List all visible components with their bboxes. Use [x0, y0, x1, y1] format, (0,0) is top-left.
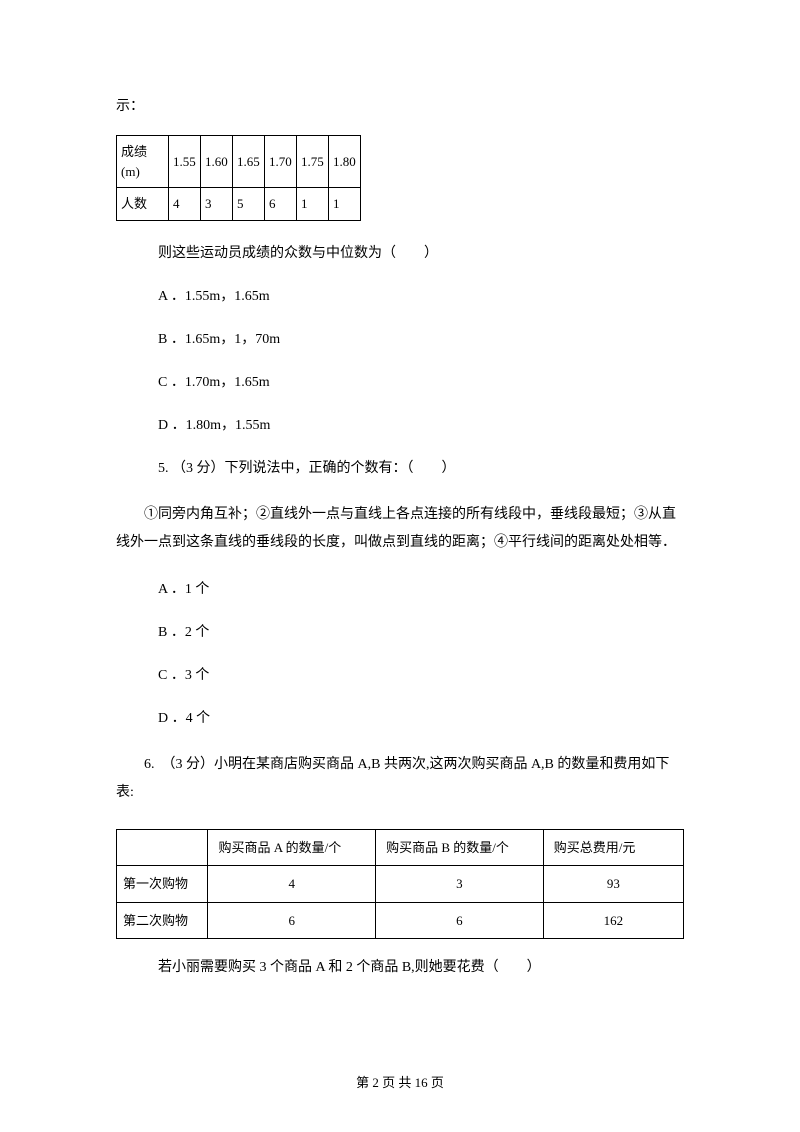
option-b: B ．1.65m，1，70m — [116, 329, 684, 350]
cell: 6 — [208, 902, 376, 939]
question-5-stem: 5. （3 分）下列说法中，正确的个数有：（ ） — [116, 458, 684, 479]
table-row: 成绩(m) 1.55 1.60 1.65 1.70 1.75 1.80 — [117, 136, 361, 188]
table-row: 第一次购物 4 3 93 — [117, 866, 684, 903]
cell: 5 — [233, 188, 265, 221]
cell: 3 — [376, 866, 544, 903]
option-c: C ．1.70m，1.65m — [116, 372, 684, 393]
table-row: 购买商品 A 的数量/个 购买商品 B 的数量/个 购买总费用/元 — [117, 829, 684, 866]
cell: 第一次购物 — [117, 866, 208, 903]
cell: 购买总费用/元 — [543, 829, 683, 866]
cell: 购买商品 B 的数量/个 — [376, 829, 544, 866]
cell: 1.75 — [297, 136, 329, 188]
cell: 6 — [376, 902, 544, 939]
cell: 6 — [265, 188, 297, 221]
cell: 1.65 — [233, 136, 265, 188]
cell: 1.60 — [201, 136, 233, 188]
cell: 购买商品 A 的数量/个 — [208, 829, 376, 866]
cell: 93 — [543, 866, 683, 903]
option-d: D ．1.80m，1.55m — [116, 415, 684, 436]
question-6-stem: 6. （3 分）小明在某商店购买商品 A,B 共两次,这两次购买商品 A,B 的… — [116, 751, 684, 807]
intro-fragment: 示： — [116, 96, 684, 117]
cell: 1.80 — [329, 136, 361, 188]
option-b: B ．2 个 — [116, 622, 684, 643]
purchase-table: 购买商品 A 的数量/个 购买商品 B 的数量/个 购买总费用/元 第一次购物 … — [116, 829, 684, 940]
question-5-paragraph: ①同旁内角互补；②直线外一点与直线上各点连接的所有线段中，垂线段最短；③从直线外… — [116, 501, 684, 557]
cell: 1 — [297, 188, 329, 221]
table-row: 第二次购物 6 6 162 — [117, 902, 684, 939]
page-footer: 第 2 页 共 16 页 — [0, 1073, 800, 1093]
cell: 1 — [329, 188, 361, 221]
question-6-followup: 若小丽需要购买 3 个商品 A 和 2 个商品 B,则她要花费（ ） — [116, 957, 684, 978]
cell: 1.55 — [169, 136, 201, 188]
cell-header: 人数 — [117, 188, 169, 221]
cell: 第二次购物 — [117, 902, 208, 939]
option-a: A ．1.55m，1.65m — [116, 286, 684, 307]
cell: 1.70 — [265, 136, 297, 188]
option-c: C ．3 个 — [116, 665, 684, 686]
cell: 4 — [169, 188, 201, 221]
table-row: 人数 4 3 5 6 1 1 — [117, 188, 361, 221]
scores-table: 成绩(m) 1.55 1.60 1.65 1.70 1.75 1.80 人数 4… — [116, 135, 361, 221]
question-prompt: 则这些运动员成绩的众数与中位数为（ ） — [116, 243, 684, 264]
option-d: D ．4 个 — [116, 708, 684, 729]
cell: 162 — [543, 902, 683, 939]
cell: 3 — [201, 188, 233, 221]
option-a: A ．1 个 — [116, 579, 684, 600]
cell — [117, 829, 208, 866]
cell-header: 成绩(m) — [117, 136, 169, 188]
cell: 4 — [208, 866, 376, 903]
